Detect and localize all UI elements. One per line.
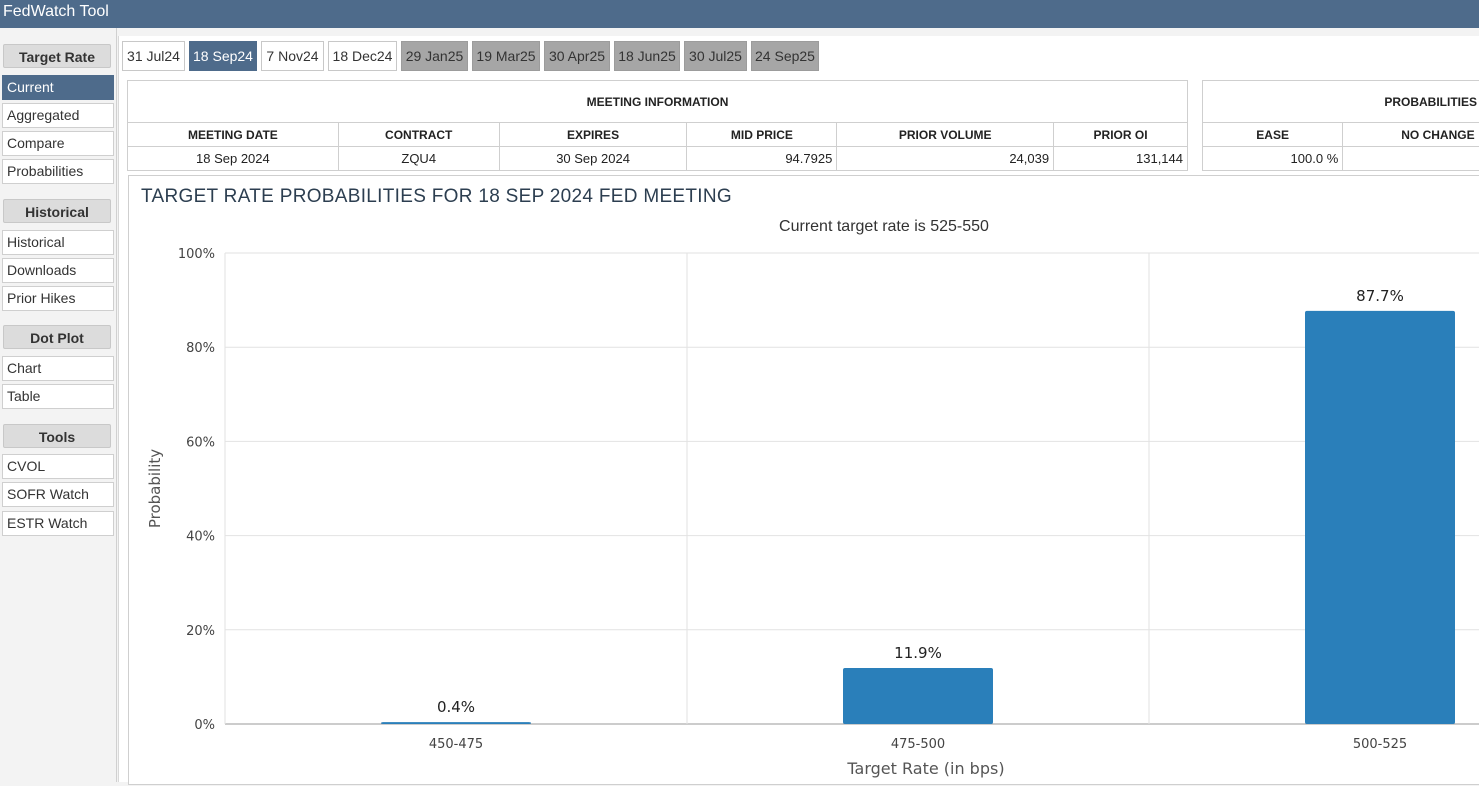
sidebar-item-sofr-watch[interactable]: SOFR Watch bbox=[2, 482, 114, 507]
tab-30-jul25[interactable]: 30 Jul25 bbox=[684, 41, 747, 71]
probabilities-table: PROBABILITIES EASE NO CHANGE 100.0 % bbox=[1202, 80, 1479, 171]
app-title-bar: FedWatch Tool bbox=[0, 0, 1479, 28]
tab-18-dec24[interactable]: 18 Dec24 bbox=[328, 41, 397, 71]
table-row: 18 Sep 2024 ZQU4 30 Sep 2024 94.7925 24,… bbox=[128, 147, 1188, 171]
col-prior-oi: PRIOR OI bbox=[1054, 123, 1188, 147]
cell-contract: ZQU4 bbox=[338, 147, 499, 171]
data-label: 11.9% bbox=[894, 644, 942, 662]
probabilities-title: PROBABILITIES bbox=[1203, 81, 1479, 123]
cell-no-change bbox=[1343, 147, 1479, 171]
data-label: 0.4% bbox=[437, 698, 475, 716]
sidebar-item-probabilities[interactable]: Probabilities bbox=[2, 159, 114, 184]
y-tick-label: 60% bbox=[186, 435, 215, 450]
app-title: FedWatch Tool bbox=[3, 3, 109, 20]
cell-prior-volume: 24,039 bbox=[837, 147, 1054, 171]
cell-prior-oi: 131,144 bbox=[1054, 147, 1188, 171]
bar-500-525 bbox=[1305, 311, 1455, 724]
col-expires: EXPIRES bbox=[499, 123, 687, 147]
tab-18-sep24[interactable]: 18 Sep24 bbox=[189, 41, 257, 71]
y-tick-label: 0% bbox=[194, 718, 215, 733]
sidebar-item-table[interactable]: Table bbox=[2, 384, 114, 409]
sidebar-item-estr-watch[interactable]: ESTR Watch bbox=[2, 511, 114, 536]
sidebar-section-target-rate[interactable]: Target Rate bbox=[3, 44, 111, 68]
sidebar-item-compare[interactable]: Compare bbox=[2, 131, 114, 156]
col-no-change: NO CHANGE bbox=[1343, 123, 1479, 147]
x-tick-label: 475-500 bbox=[891, 737, 945, 752]
sidebar-item-current[interactable]: Current bbox=[2, 75, 114, 100]
sidebar-item-cvol[interactable]: CVOL bbox=[2, 454, 114, 479]
col-mid-price: MID PRICE bbox=[687, 123, 837, 147]
data-label: 87.7% bbox=[1356, 287, 1404, 305]
x-axis-title: Target Rate (in bps) bbox=[846, 759, 1004, 778]
tab-19-mar25[interactable]: 19 Mar25 bbox=[472, 41, 540, 71]
table-row: 100.0 % bbox=[1203, 147, 1479, 171]
cell-mid-price: 94.7925 bbox=[687, 147, 837, 171]
probability-chart: TARGET RATE PROBABILITIES FOR 18 SEP 202… bbox=[128, 175, 1479, 785]
y-tick-label: 20% bbox=[186, 624, 215, 639]
sidebar-section-tools[interactable]: Tools bbox=[3, 424, 111, 448]
cell-expires: 30 Sep 2024 bbox=[499, 147, 687, 171]
x-tick-label: 500-525 bbox=[1353, 737, 1407, 752]
chart-canvas: 0% 20% 40% 60% 80% 100% 0.4% 450-475 11.9% 475-50… bbox=[129, 176, 1479, 786]
tab-30-apr25[interactable]: 30 Apr25 bbox=[544, 41, 610, 71]
x-tick-label: 450-475 bbox=[429, 737, 483, 752]
sidebar-item-downloads[interactable]: Downloads bbox=[2, 258, 114, 283]
sidebar-item-prior-hikes[interactable]: Prior Hikes bbox=[2, 286, 114, 311]
meeting-info-title: MEETING INFORMATION bbox=[128, 81, 1188, 123]
y-tick-label: 100% bbox=[178, 247, 215, 262]
sidebar-item-historical[interactable]: Historical bbox=[2, 230, 114, 255]
col-contract: CONTRACT bbox=[338, 123, 499, 147]
tab-29-jan25[interactable]: 29 Jan25 bbox=[401, 41, 468, 71]
y-axis-title: Probability bbox=[146, 449, 164, 528]
col-meeting-date: MEETING DATE bbox=[128, 123, 339, 147]
y-tick-label: 80% bbox=[186, 341, 215, 356]
sidebar-section-dot-plot[interactable]: Dot Plot bbox=[3, 325, 111, 349]
sidebar-section-historical[interactable]: Historical bbox=[3, 199, 111, 223]
sidebar-item-aggregated[interactable]: Aggregated bbox=[2, 103, 114, 128]
sidebar-divider bbox=[116, 28, 117, 782]
tab-18-jun25[interactable]: 18 Jun25 bbox=[614, 41, 680, 71]
tab-24-sep25[interactable]: 24 Sep25 bbox=[751, 41, 819, 71]
col-ease: EASE bbox=[1203, 123, 1343, 147]
tab-31-jul24[interactable]: 31 Jul24 bbox=[122, 41, 185, 71]
tab-7-nov24[interactable]: 7 Nov24 bbox=[261, 41, 324, 71]
sidebar-item-chart[interactable]: Chart bbox=[2, 356, 114, 381]
cell-ease: 100.0 % bbox=[1203, 147, 1343, 171]
bar-450-475 bbox=[381, 722, 531, 724]
meeting-info-table: MEETING INFORMATION MEETING DATE CONTRAC… bbox=[127, 80, 1188, 171]
y-tick-label: 40% bbox=[186, 530, 215, 545]
bar-475-500 bbox=[843, 668, 993, 724]
cell-meeting-date: 18 Sep 2024 bbox=[128, 147, 339, 171]
col-prior-volume: PRIOR VOLUME bbox=[837, 123, 1054, 147]
